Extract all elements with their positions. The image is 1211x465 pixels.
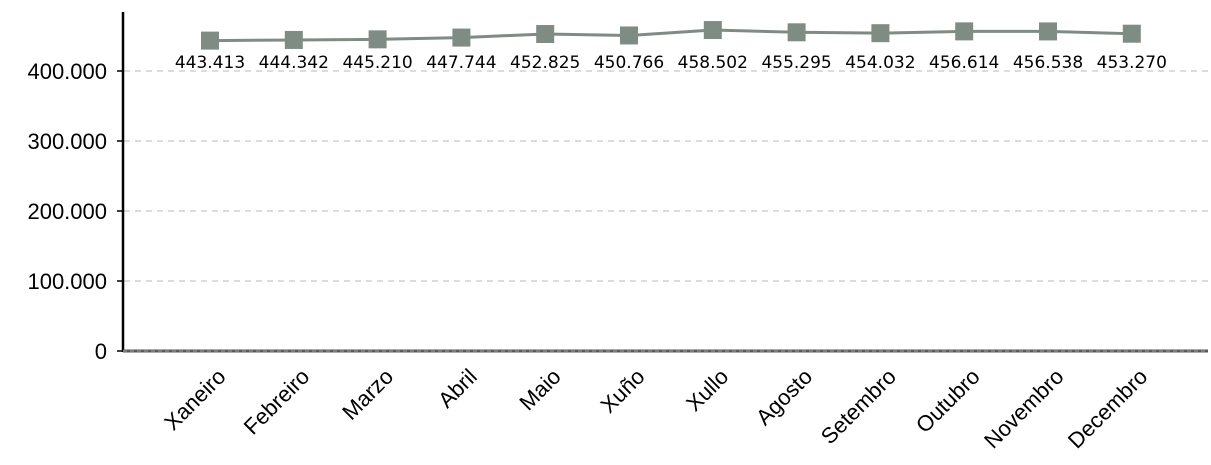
data-point bbox=[536, 25, 555, 44]
gridlines bbox=[124, 70, 1208, 282]
data-point bbox=[620, 26, 638, 45]
data-label: 456.538 bbox=[1013, 53, 1083, 73]
y-tick-labels: 0 100.000 200.000 300.000 400.000 bbox=[27, 59, 107, 364]
data-point bbox=[871, 24, 890, 43]
data-point bbox=[703, 21, 722, 40]
data-point bbox=[284, 30, 303, 49]
data-label: 450.766 bbox=[594, 53, 664, 73]
data-label: 455.295 bbox=[761, 53, 831, 73]
x-tick-label: Setembro bbox=[816, 364, 901, 449]
y-tick-label: 400.000 bbox=[27, 59, 107, 84]
x-tick-label: Febreiro bbox=[239, 364, 315, 440]
x-tick-label: Marzo bbox=[337, 364, 398, 425]
data-point bbox=[201, 31, 219, 50]
data-point bbox=[368, 30, 387, 49]
data-label: 456.614 bbox=[929, 53, 999, 73]
data-label: 452.825 bbox=[510, 53, 580, 73]
series-line bbox=[209, 28, 1132, 43]
x-tick-label: Xaneiro bbox=[159, 364, 230, 435]
y-tick-label: 300.000 bbox=[27, 129, 107, 154]
data-point bbox=[1122, 24, 1141, 43]
y-tick-label: 200.000 bbox=[27, 199, 107, 224]
data-label: 443.413 bbox=[175, 53, 245, 73]
data-point bbox=[452, 28, 471, 47]
x-tick-label: Decembro bbox=[1063, 364, 1152, 453]
data-label: 447.744 bbox=[426, 53, 496, 73]
x-tick-labels: Xaneiro Febreiro Marzo Abril Maio Xuño Xullo Ag… bbox=[159, 364, 1152, 453]
y-tick-label: 100.000 bbox=[27, 269, 107, 294]
x-tick-label: Xullo bbox=[681, 364, 733, 416]
data-label: 444.342 bbox=[259, 53, 329, 73]
data-label: 453.270 bbox=[1097, 53, 1167, 73]
data-label: 445.210 bbox=[342, 53, 412, 73]
y-tick-label: 0 bbox=[95, 339, 107, 364]
data-label: 454.032 bbox=[845, 53, 915, 73]
x-tick-label: Outubro bbox=[911, 364, 985, 438]
x-tick-label: Novembro bbox=[979, 364, 1068, 453]
data-point bbox=[1039, 22, 1057, 41]
x-tick-label: Maio bbox=[514, 364, 565, 415]
data-label: 458.502 bbox=[678, 53, 748, 73]
data-point bbox=[955, 22, 974, 41]
data-labels: 443.413 444.342 445.210 447.744 452.825 450.7… bbox=[175, 53, 1167, 73]
x-tick-label: Xuño bbox=[596, 364, 650, 418]
x-tick-label: Agosto bbox=[751, 364, 817, 430]
axes bbox=[117, 12, 1208, 353]
x-tick-label: Abril bbox=[433, 364, 482, 413]
series-line-layer bbox=[201, 21, 1141, 50]
data-point bbox=[787, 23, 806, 42]
